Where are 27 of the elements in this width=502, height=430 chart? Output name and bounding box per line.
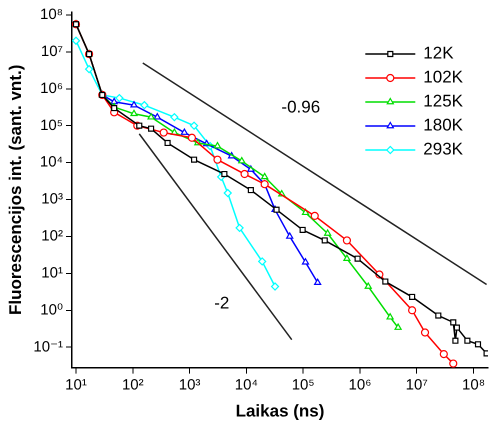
legend-label: 102K	[423, 68, 464, 87]
y-tick-label: 10³	[41, 190, 63, 208]
y-tick-label: 10⁸	[40, 6, 63, 24]
x-tick-label: 10³	[178, 376, 200, 394]
y-tick-label: 10⁵	[40, 116, 63, 134]
x-tick-label: 10¹	[65, 376, 87, 394]
annotation: -0.96	[281, 98, 320, 117]
legend-label: 180K	[423, 116, 464, 135]
y-tick-label: 10⁷	[40, 42, 63, 60]
y-tick-label: 10⁴	[40, 154, 63, 171]
legend-label: 12K	[423, 44, 454, 63]
x-tick-label: 10⁴	[234, 376, 258, 394]
x-axis-title: Laikas (ns)	[236, 401, 324, 420]
x-tick-label: 10⁵	[292, 376, 315, 394]
annotation: -2	[214, 293, 230, 312]
y-tick-label: 10⁰	[40, 301, 63, 318]
x-tick-label: 10²	[122, 376, 144, 394]
x-tick-label: 10⁸	[462, 376, 486, 394]
x-tick-label: 10⁶	[348, 376, 372, 394]
y-tick-label: 10⁻¹	[33, 338, 63, 356]
y-axis-title: Fluorescencijos int. (sant. vnt.)	[6, 64, 25, 315]
y-tick-label: 10²	[41, 228, 63, 245]
legend-label: 125K	[423, 92, 464, 111]
y-tick-label: 10⁶	[40, 80, 63, 97]
y-tick-label: 10¹	[41, 264, 63, 282]
legend-label: 293K	[423, 140, 464, 159]
x-tick-label: 10⁷	[406, 376, 428, 394]
